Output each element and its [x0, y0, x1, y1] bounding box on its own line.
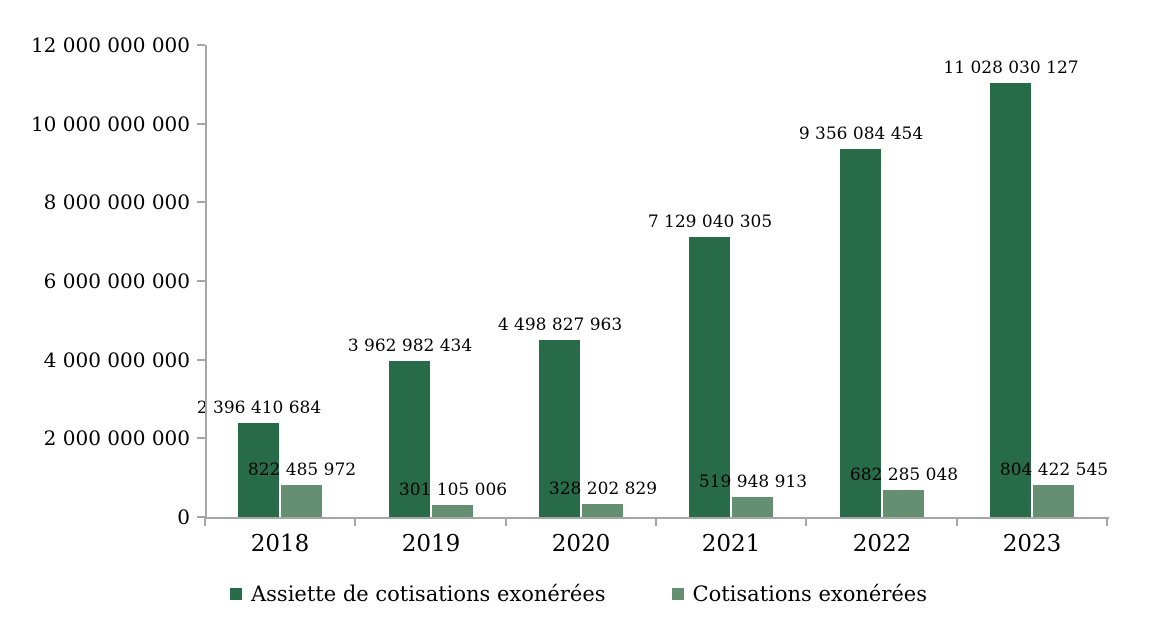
bar-series2-2021	[732, 497, 773, 517]
data-label-series2-2023: 804 422 545	[999, 460, 1109, 480]
x-axis-label-2022: 2022	[852, 531, 912, 557]
data-label-series2-2022: 682 285 048	[849, 465, 959, 485]
data-label-series2-2019: 301 105 006	[398, 480, 508, 500]
x-axis-label-2021: 2021	[701, 531, 761, 557]
x-axis-label-2023: 2023	[1002, 531, 1062, 557]
y-axis-tick-5	[197, 123, 205, 125]
data-label-series1-2022: 9 356 084 454	[798, 124, 924, 144]
x-axis-tick-0	[204, 517, 206, 526]
data-label-series1-2021: 7 129 040 305	[647, 212, 773, 232]
x-axis-tick-2	[505, 517, 507, 526]
y-axis-label-2: 4 000 000 000	[43, 348, 190, 372]
bar-series1-2022	[840, 149, 881, 517]
data-label-series1-2023: 11 028 030 127	[943, 58, 1079, 78]
x-axis-label-2018: 2018	[250, 531, 310, 557]
data-label-series2-2020: 328 202 829	[548, 479, 658, 499]
y-axis-tick-6	[197, 44, 205, 46]
data-label-series2-2021: 519 948 913	[698, 472, 808, 492]
y-axis-label-3: 6 000 000 000	[43, 269, 190, 293]
legend: Assiette de cotisations exonérées Cotisat…	[0, 582, 1157, 606]
y-axis-label-5: 10 000 000 000	[30, 112, 190, 136]
y-axis-line	[205, 45, 207, 519]
y-axis-tick-2	[197, 359, 205, 361]
y-axis-tick-3	[197, 280, 205, 282]
legend-label-series2: Cotisations exonérées	[692, 582, 928, 606]
legend-marker-series2-icon	[671, 588, 684, 600]
x-axis-tick-1	[354, 517, 356, 526]
bar-series1-2018	[238, 423, 279, 517]
bar-series1-2020	[539, 340, 580, 517]
bar-series2-2019	[432, 505, 473, 517]
x-axis-tick-3	[655, 517, 657, 526]
x-axis-label-2019: 2019	[401, 531, 461, 557]
x-axis-label-2020: 2020	[551, 531, 611, 557]
legend-item-series2: Cotisations exonérées	[671, 582, 928, 606]
x-axis-line	[205, 517, 1109, 519]
bar-series1-2019	[389, 361, 430, 517]
bar-series2-2022	[883, 490, 924, 517]
y-axis-label-6: 12 000 000 000	[30, 33, 190, 57]
bar-series1-2023	[990, 83, 1031, 517]
data-label-series1-2018: 2 396 410 684	[196, 398, 322, 418]
y-axis-label-0: 0	[177, 505, 190, 529]
bar-series2-2018	[281, 485, 322, 517]
x-axis-tick-4	[805, 517, 807, 526]
data-label-series1-2020: 4 498 827 963	[497, 315, 623, 335]
y-axis-label-4: 8 000 000 000	[43, 190, 190, 214]
bar-series2-2023	[1033, 485, 1074, 517]
y-axis-tick-1	[197, 437, 205, 439]
data-label-series1-2019: 3 962 982 434	[347, 336, 473, 356]
legend-marker-series1-icon	[229, 588, 242, 600]
bar-series1-2021	[689, 237, 730, 517]
x-axis-tick-6	[1106, 517, 1108, 526]
y-axis-tick-4	[197, 201, 205, 203]
legend-label-series1: Assiette de cotisations exonérées	[250, 582, 606, 606]
y-axis-tick-0	[197, 516, 205, 518]
y-axis-label-1: 2 000 000 000	[43, 426, 190, 450]
legend-item-series1: Assiette de cotisations exonérées	[229, 582, 606, 606]
bar-series2-2020	[582, 504, 623, 517]
x-axis-tick-5	[956, 517, 958, 526]
data-label-series2-2018: 822 485 972	[247, 460, 357, 480]
